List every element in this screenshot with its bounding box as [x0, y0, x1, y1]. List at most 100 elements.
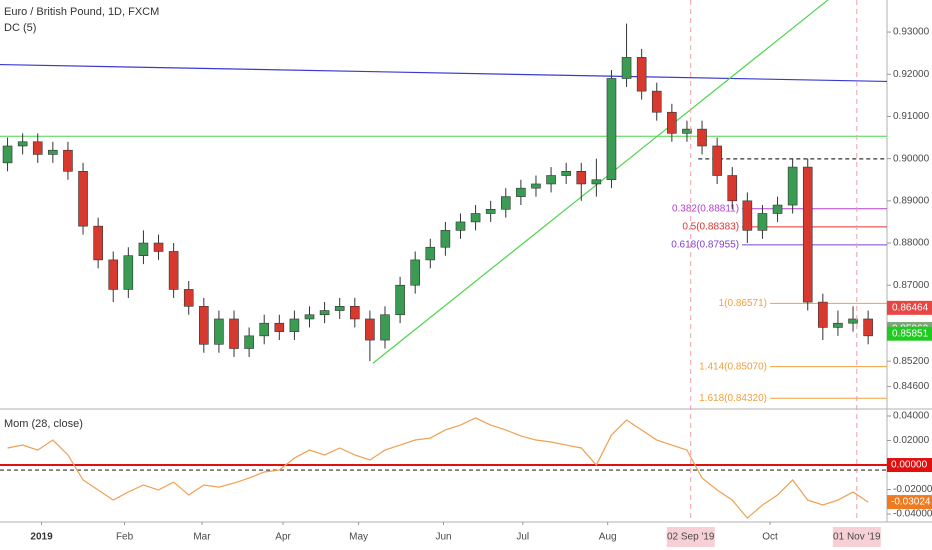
date-badge — [666, 527, 715, 547]
candle-body — [470, 213, 481, 223]
mom-badge — [887, 495, 932, 510]
candle-body — [485, 208, 496, 214]
x-tick-label: 02 Sep '19 — [667, 532, 715, 543]
mom-y-tick-label: 0.04000 — [893, 411, 930, 422]
main-pane: 0.382(0.88811) 0.5(0.88383) 0.618(0.87955)… — [0, 0, 887, 404]
x-tick-label: Jul — [516, 532, 529, 543]
indicator-label: DC (5) — [4, 22, 36, 34]
x-tick-label: 2019 — [30, 532, 53, 543]
y-tick-label: 0.89000 — [893, 195, 930, 206]
candle-body — [410, 259, 420, 286]
y-tick-label: 0.87000 — [893, 280, 930, 291]
momentum-title: Mom (28, close) — [4, 418, 83, 430]
candle-body — [349, 306, 360, 320]
candle-body — [621, 57, 632, 79]
candle-body — [168, 251, 179, 290]
candle-body — [546, 175, 556, 185]
candle-body — [697, 128, 707, 147]
candle-body — [108, 259, 119, 290]
trend-line — [372, 0, 829, 364]
candle-body — [516, 187, 526, 197]
candle-body — [93, 225, 103, 261]
candle-body — [183, 289, 194, 307]
price-badge — [887, 300, 932, 315]
candle-body — [727, 175, 738, 202]
candle-body — [787, 166, 798, 206]
candle-body — [334, 306, 345, 311]
fib-label: 1.414(0.85070) — [699, 361, 767, 372]
candle-body — [651, 90, 662, 113]
candle-body — [682, 128, 692, 134]
y-tick-label: 0.88000 — [893, 238, 930, 249]
y-tick-label: 0.93000 — [893, 27, 930, 38]
candle-body — [561, 171, 571, 176]
x-tick-label: May — [349, 532, 368, 543]
momentum-line — [7, 417, 869, 519]
candle-body — [440, 230, 451, 248]
candle-body — [289, 318, 300, 332]
candle-body — [199, 306, 209, 345]
price-badge-label: 0.85851 — [892, 328, 929, 339]
mom-badge — [887, 458, 932, 473]
candle-body — [863, 318, 873, 337]
candle-body — [304, 314, 315, 320]
mom-badge-label: 0.00000 — [891, 460, 928, 471]
x-tick-label: 01 Nov '19 — [833, 532, 881, 543]
candle-body — [274, 322, 285, 332]
candle-body — [63, 149, 73, 172]
fib-label: 1(0.86571) — [719, 298, 767, 309]
y-tick-label: 0.84600 — [893, 381, 930, 392]
y-tick-label: 0.92000 — [893, 69, 930, 80]
fib-label: 0.382(0.88811) — [672, 203, 739, 214]
mom-y-tick-label: 0.02000 — [893, 435, 930, 446]
mom-badge-label: -0.03024 — [891, 497, 931, 508]
x-tick-label: Apr — [275, 532, 291, 543]
mom-y-tick-label: -0.04000 — [893, 509, 932, 520]
y-tick-label: 0.85200 — [893, 356, 930, 367]
candle-body — [425, 246, 436, 261]
candle-body — [606, 78, 617, 181]
x-tick-label: Feb — [116, 532, 134, 543]
candle-body — [229, 318, 239, 349]
price-badge-label: 0.86464 — [892, 302, 929, 313]
candle-body — [395, 284, 405, 316]
date-badge — [832, 527, 881, 547]
fib-label: 0.618(0.87955) — [671, 240, 739, 251]
candle-body — [138, 242, 149, 256]
candle-body — [244, 335, 254, 349]
candle-body — [259, 322, 270, 337]
fib-label: 1.618(0.84320) — [699, 393, 767, 404]
candle-body — [455, 221, 466, 231]
candle-body — [500, 196, 511, 210]
candle-body — [365, 318, 375, 341]
x-tick-label: Aug — [599, 532, 617, 543]
fib-label: 0.5(0.88383) — [682, 222, 739, 233]
candle-body — [848, 318, 858, 324]
candle-body — [712, 145, 722, 176]
candle-body — [667, 111, 677, 134]
candle-body — [772, 204, 783, 214]
candle-body — [818, 301, 828, 328]
x-tick-label: Mar — [193, 532, 211, 543]
candle-body — [757, 213, 768, 231]
candle-body — [17, 141, 28, 147]
x-tick-label: Oct — [762, 532, 778, 543]
candle-body — [576, 171, 587, 185]
trend-line — [0, 63, 887, 83]
mom-y-tick-label: -0.02000 — [893, 484, 932, 495]
candle-body — [153, 242, 164, 252]
price-badge — [887, 326, 932, 341]
candle-body — [380, 314, 390, 341]
chart-title: Euro / British Pound, 1D, FXCM — [4, 6, 159, 18]
candle-body — [531, 183, 541, 189]
candle-body — [591, 179, 602, 185]
candle-body — [78, 171, 88, 227]
candle-body — [2, 145, 13, 164]
candle-body — [123, 255, 134, 290]
candle-body — [32, 141, 43, 155]
candle-body — [742, 200, 753, 231]
candle-body — [802, 166, 813, 303]
